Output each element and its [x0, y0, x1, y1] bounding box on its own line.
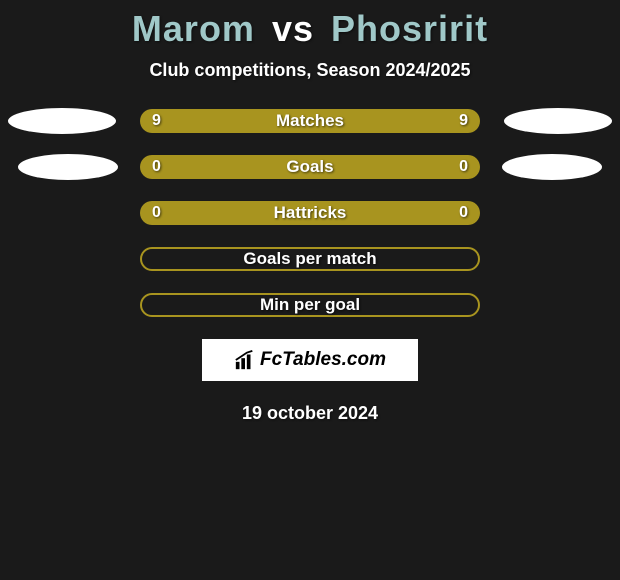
player1-name: Marom — [132, 8, 255, 49]
stat-row-matches: 9 Matches 9 — [0, 109, 620, 133]
stat-left-value: 0 — [152, 204, 161, 222]
subtitle: Club competitions, Season 2024/2025 — [0, 60, 620, 81]
stat-row-goals-per-match: Goals per match — [0, 247, 620, 271]
stat-label: Min per goal — [260, 295, 360, 315]
stat-right-value: 9 — [459, 112, 468, 130]
stat-bar: 0 Goals 0 — [140, 155, 480, 179]
chart-icon — [234, 349, 256, 371]
fctables-logo: FcTables.com — [202, 339, 418, 381]
date-text: 19 october 2024 — [0, 403, 620, 424]
vs-text: vs — [272, 8, 314, 49]
player2-avatar-placeholder — [502, 154, 602, 180]
stat-left-value: 9 — [152, 112, 161, 130]
stat-bar: 0 Hattricks 0 — [140, 201, 480, 225]
comparison-title: Marom vs Phosririt — [0, 0, 620, 50]
stat-row-min-per-goal: Min per goal — [0, 293, 620, 317]
stat-label: Goals per match — [243, 249, 376, 269]
player1-avatar-placeholder — [18, 154, 118, 180]
stat-row-goals: 0 Goals 0 — [0, 155, 620, 179]
stat-label: Matches — [276, 111, 344, 131]
stat-right-value: 0 — [459, 204, 468, 222]
stat-label: Hattricks — [274, 203, 347, 223]
stat-right-value: 0 — [459, 158, 468, 176]
stat-bar: Min per goal — [140, 293, 480, 317]
player1-avatar-placeholder — [8, 108, 116, 134]
stats-content: 9 Matches 9 0 Goals 0 0 Hattricks 0 Goal… — [0, 109, 620, 424]
stat-label: Goals — [286, 157, 333, 177]
stat-bar: 9 Matches 9 — [140, 109, 480, 133]
player2-avatar-placeholder — [504, 108, 612, 134]
stat-left-value: 0 — [152, 158, 161, 176]
logo-text: FcTables.com — [260, 349, 386, 371]
player2-name: Phosririt — [331, 8, 488, 49]
stat-row-hattricks: 0 Hattricks 0 — [0, 201, 620, 225]
stat-bar: Goals per match — [140, 247, 480, 271]
